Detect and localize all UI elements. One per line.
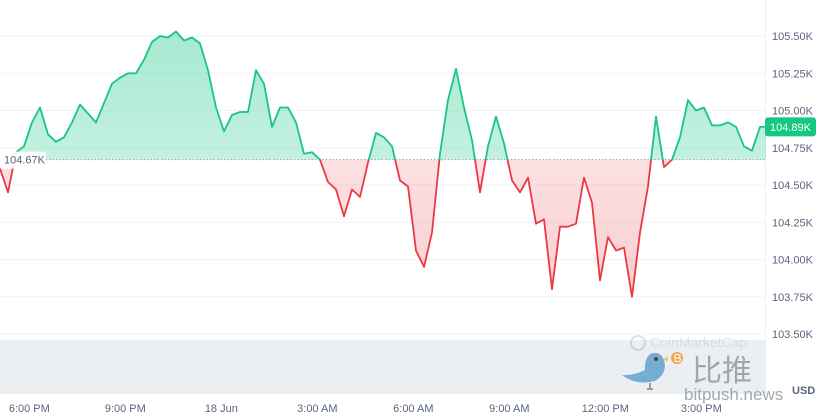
bird-logo-icon — [622, 352, 668, 390]
watermark-en: bitpush.news — [684, 385, 783, 404]
y-tick-label: 104.00K — [772, 255, 814, 267]
watermark-faint: CoinMarketCap — [650, 334, 747, 350]
y-tick-label: 104.25K — [772, 217, 814, 229]
x-tick-label: 9:00 PM — [105, 403, 146, 415]
watermark: CoinMarketCap 比推 bitpush.news — [622, 334, 783, 404]
x-tick-label: 9:00 AM — [489, 403, 529, 415]
area-above-baseline — [14, 31, 766, 160]
x-tick-label: 18 Jun — [205, 403, 238, 415]
coinmarketcap-logo-icon: CoinMarketCap — [630, 334, 747, 351]
price-line-up — [13, 30, 766, 160]
y-tick-label: 104.75K — [772, 143, 814, 155]
currency-label: USD — [792, 385, 815, 397]
x-tick-label: 3:00 PM — [681, 403, 722, 415]
bitcoin-icon — [671, 352, 683, 364]
y-tick-label: 104.50K — [772, 180, 814, 192]
x-tick-label: 6:00 PM — [9, 403, 50, 415]
current-price-tag: 104.89K — [765, 117, 816, 137]
x-tick-label: 6:00 AM — [393, 403, 433, 415]
baseline-value: 104.67K — [4, 155, 46, 167]
current-price-value: 104.89K — [770, 122, 812, 134]
area-below-baseline — [0, 159, 766, 297]
y-tick-label: 105.50K — [772, 31, 814, 43]
y-tick-label: 105.25K — [772, 68, 814, 80]
volume-area — [0, 340, 765, 394]
y-tick-label: 103.50K — [772, 329, 814, 341]
y-tick-label: 105.00K — [772, 106, 814, 118]
watermark-cn: 比推 — [692, 354, 752, 389]
x-tick-label: 3:00 AM — [297, 403, 337, 415]
price-line-down — [0, 159, 673, 298]
x-tick-label: 12:00 PM — [582, 403, 629, 415]
y-tick-label: 103.75K — [772, 292, 814, 304]
baseline-label: 104.67K — [0, 151, 46, 169]
